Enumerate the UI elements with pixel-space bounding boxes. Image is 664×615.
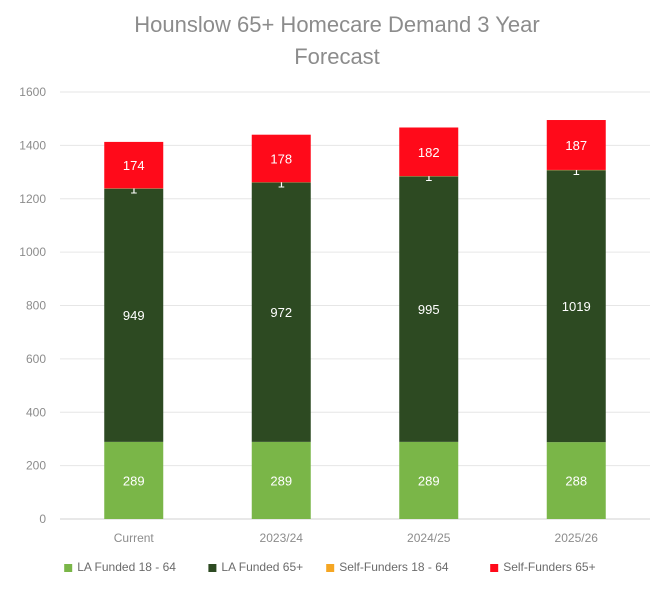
y-tick-label: 400 [26,405,46,419]
data-label: 289 [123,473,145,488]
data-label: 1 [130,181,137,196]
data-label: 1 [573,163,580,178]
x-tick-label: Current [114,531,155,545]
data-label: 178 [270,151,292,166]
legend-label: Self-Funders 65+ [503,560,595,574]
chart-title-line-1: Hounslow 65+ Homecare Demand 3 Year [134,12,539,37]
bar-segment [104,188,164,442]
bar-segment [546,120,606,170]
legend-swatch [490,564,499,572]
bar-segment [251,182,311,442]
bar-segment [399,441,459,519]
x-tick-label: 2023/24 [260,531,304,545]
data-label: 949 [123,308,145,323]
legend-swatch [208,564,217,572]
legend-label: LA Funded 18 - 64 [77,560,176,574]
data-label: 174 [123,158,145,173]
bar-segment [104,141,164,189]
legend-item: LA Funded 18 - 64 [64,560,176,574]
data-label: 182 [418,145,440,160]
data-label: 289 [418,473,440,488]
legend-item: Self-Funders 65+ [490,560,596,574]
legend-label: Self-Funders 18 - 64 [339,560,449,574]
legend-label: LA Funded 65+ [221,560,303,574]
bar-segment [546,442,606,519]
data-label: 1 [278,175,285,190]
y-axis: 0 200 400 600 800 1000 1200 1400 1600 [19,85,46,526]
y-tick-label: 1200 [19,192,46,206]
bar-stack: 289 949 1 174 [104,141,164,519]
y-tick-label: 1000 [19,245,46,259]
legend-item: Self-Funders 18 - 64 [326,560,449,574]
bar-segment [104,441,164,519]
legend-swatch [64,564,73,572]
chart-title-line-2: Forecast [294,44,380,69]
x-tick-label: 2024/25 [407,531,451,545]
data-label: 289 [270,473,292,488]
data-label: 1019 [562,299,591,314]
bar-segment [251,134,311,183]
y-tick-label: 1600 [19,85,46,99]
x-axis: Current 2023/24 2024/25 2025/26 [114,531,599,545]
x-tick-label: 2025/26 [555,531,599,545]
bar-stack: 289 972 1 178 [251,134,311,519]
y-tick-label: 1400 [19,138,46,152]
bar-segment [251,441,311,519]
data-label: 972 [270,305,292,320]
legend-item: LA Funded 65+ [208,560,303,574]
bar-segment [546,170,606,443]
bar-stack: 288 1019 1 187 [546,120,606,519]
data-label: 995 [418,302,440,317]
legend-swatch [326,564,335,572]
bars: 289 949 1 174 289 972 1 178 289 995 1 182 288 1019 1 18… [104,120,606,519]
data-label: 1 [425,169,432,184]
y-tick-label: 0 [39,512,46,526]
data-label: 187 [565,138,587,153]
y-tick-label: 200 [26,459,46,473]
data-label: 288 [565,474,587,489]
bar-stack: 289 995 1 182 [399,127,459,519]
y-tick-label: 800 [26,299,46,313]
bar-segment [399,176,459,442]
bar-segment [399,127,459,177]
legend: LA Funded 18 - 64 LA Funded 65+ Self-Funde… [64,560,596,574]
y-tick-label: 600 [26,352,46,366]
